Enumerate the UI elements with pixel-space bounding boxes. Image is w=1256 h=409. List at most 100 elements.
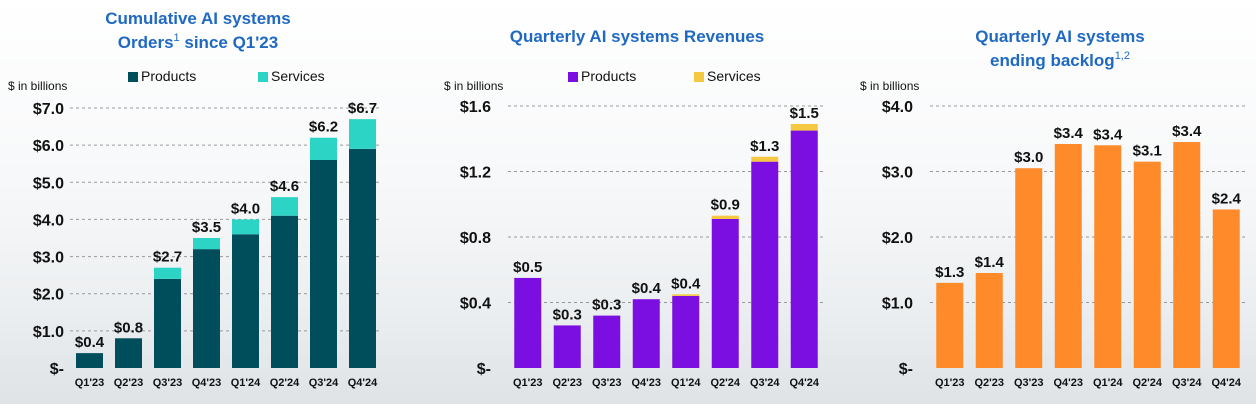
y-tick-label: $3.0 xyxy=(882,165,913,182)
bar-total-label: $0.4 xyxy=(75,334,105,351)
bar-total-label: $0.8 xyxy=(114,319,143,336)
y-tick-label: $- xyxy=(899,361,913,378)
bar-segment-services xyxy=(711,215,739,219)
bar-segment-value xyxy=(1054,143,1082,368)
y-tick-label: $2.0 xyxy=(33,287,64,304)
x-category-label: Q4'23 xyxy=(192,377,222,389)
bar-total-label: $6.2 xyxy=(309,119,338,136)
bar-total-label: $4.6 xyxy=(270,178,299,195)
bar-segment-value xyxy=(936,282,964,368)
bar-segment-value xyxy=(975,273,1003,368)
x-category-label: Q2'23 xyxy=(114,377,144,389)
bar-total-label: $0.9 xyxy=(711,197,740,214)
bar-segment-services xyxy=(751,156,779,162)
bar-total-label: $0.4 xyxy=(671,275,701,292)
x-category-label: Q3'24 xyxy=(309,377,339,389)
x-category-label: Q1'23 xyxy=(513,377,543,389)
bar-total-label: $1.4 xyxy=(975,254,1005,271)
x-category-label: Q4'24 xyxy=(348,377,378,389)
bar-total-label: $3.0 xyxy=(1014,149,1043,166)
legend-swatch-products xyxy=(568,72,578,82)
y-tick-label: $1.6 xyxy=(460,99,491,116)
bar-segment-products xyxy=(310,160,337,368)
chart-title-line: ending backlog1,2 xyxy=(990,50,1130,70)
bar-segment-services xyxy=(193,238,220,250)
bar-total-label: $3.4 xyxy=(1093,126,1123,143)
x-category-label: Q1'23 xyxy=(935,377,965,389)
unit-label: $ in billions xyxy=(444,79,503,93)
chart-title-text: Cumulative AI systems xyxy=(105,9,291,28)
x-category-label: Q2'23 xyxy=(974,377,1004,389)
bar-segment-products xyxy=(154,278,181,368)
bar-total-label: $0.5 xyxy=(513,259,542,276)
bar-segment-products xyxy=(115,338,142,368)
x-category-label: Q3'23 xyxy=(153,377,183,389)
chart-panel-2: Quarterly AI systems Revenues $ in billio… xyxy=(444,27,824,389)
chart-title-suffix: since Q1'23 xyxy=(180,33,279,52)
x-category-label: Q3'23 xyxy=(592,377,622,389)
y-tick-label: $7.0 xyxy=(33,101,64,118)
x-category-label: Q2'24 xyxy=(1132,377,1162,389)
bar-total-label: $2.4 xyxy=(1212,190,1242,207)
chart-panel-3: Quarterly AI systems ending backlog1,2 $ i… xyxy=(860,27,1246,389)
bar-segment-value xyxy=(1094,145,1122,368)
bar-total-label: $3.5 xyxy=(192,219,221,236)
chart-title-line: Quarterly AI systems xyxy=(975,27,1144,46)
chart-title-superscript: 1,2 xyxy=(1115,50,1130,62)
bar-segment-value xyxy=(1015,168,1043,368)
y-tick-label: $0.4 xyxy=(460,296,491,313)
x-category-label: Q1'24 xyxy=(1093,377,1123,389)
x-category-label: Q3'24 xyxy=(750,377,780,389)
y-tick-label: $5.0 xyxy=(33,175,64,192)
unit-label: $ in billions xyxy=(8,79,67,93)
chart-title-line: Cumulative AI systems xyxy=(105,9,291,28)
bar-segment-value xyxy=(1133,161,1161,368)
bar-total-label: $0.3 xyxy=(592,297,621,314)
x-category-label: Q3'23 xyxy=(1014,377,1044,389)
bar-total-label: $1.3 xyxy=(935,264,964,281)
legend-swatch-services xyxy=(694,72,704,82)
bar-segment-products xyxy=(193,249,220,368)
x-category-label: Q2'24 xyxy=(270,377,300,389)
bar-segment-products xyxy=(553,325,581,368)
bar-segment-value xyxy=(1173,142,1201,368)
bar-segment-products xyxy=(514,277,542,368)
bar-total-label: $3.4 xyxy=(1172,123,1202,140)
bar-segment-services xyxy=(271,197,298,216)
y-tick-label: $- xyxy=(50,361,64,378)
bar-segment-products xyxy=(593,315,621,368)
legend-label-products: Products xyxy=(141,68,196,84)
chart-title-text: Quarterly AI systems Revenues xyxy=(510,27,765,46)
bar-segment-products xyxy=(790,130,818,368)
legend-label-services: Services xyxy=(707,68,761,84)
bar-total-label: $1.5 xyxy=(790,105,819,122)
legend-swatch-services xyxy=(258,72,268,82)
bar-segment-products xyxy=(271,215,298,368)
bar-total-label: $3.1 xyxy=(1133,143,1162,160)
chart-title-text: Quarterly AI systems xyxy=(975,27,1144,46)
x-category-label: Q4'23 xyxy=(1053,377,1083,389)
y-tick-label: $4.0 xyxy=(33,212,64,229)
bar-total-label: $4.0 xyxy=(231,200,260,217)
x-category-label: Q4'24 xyxy=(1211,377,1241,389)
x-category-label: Q2'23 xyxy=(552,377,582,389)
x-category-label: Q4'23 xyxy=(631,377,661,389)
y-tick-label: $4.0 xyxy=(882,99,913,116)
bar-segment-services xyxy=(349,119,376,149)
bar-segment-services xyxy=(232,219,259,235)
chart-title-text: Orders xyxy=(118,33,174,52)
x-category-label: Q1'23 xyxy=(75,377,105,389)
bar-segment-products xyxy=(349,148,376,368)
legend-label-products: Products xyxy=(581,68,636,84)
bar-segment-services xyxy=(310,137,337,160)
legend-label-services: Services xyxy=(271,68,325,84)
bar-total-label: $6.7 xyxy=(348,100,377,117)
y-tick-label: $6.0 xyxy=(33,138,64,155)
bar-total-label: $1.3 xyxy=(750,138,779,155)
x-category-label: Q2'24 xyxy=(710,377,740,389)
bar-total-label: $0.3 xyxy=(553,306,582,323)
bar-segment-products xyxy=(632,299,660,368)
chart-title-line: Quarterly AI systems Revenues xyxy=(510,27,765,46)
bar-segment-services xyxy=(154,267,181,279)
